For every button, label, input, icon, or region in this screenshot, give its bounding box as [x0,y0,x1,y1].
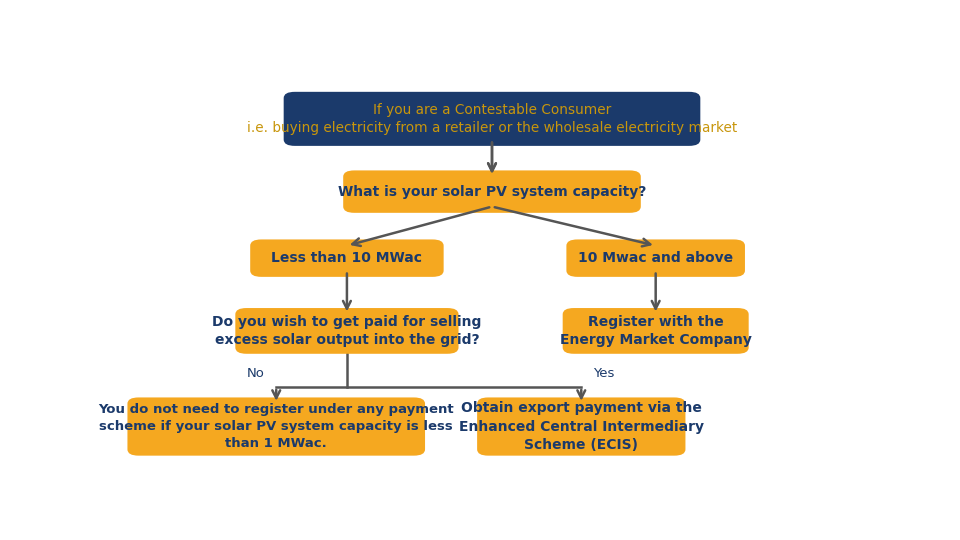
Text: Obtain export payment via the
Enhanced Central Intermediary
Scheme (ECIS): Obtain export payment via the Enhanced C… [459,401,704,452]
Text: 10 Mwac and above: 10 Mwac and above [578,251,733,265]
Text: What is your solar PV system capacity?: What is your solar PV system capacity? [338,185,646,199]
Text: Less than 10 MWac: Less than 10 MWac [272,251,422,265]
FancyBboxPatch shape [251,239,444,277]
FancyBboxPatch shape [563,308,749,354]
FancyBboxPatch shape [477,397,685,456]
Text: Do you wish to get paid for selling
excess solar output into the grid?: Do you wish to get paid for selling exce… [212,315,482,347]
Text: Register with the
Energy Market Company: Register with the Energy Market Company [560,315,752,347]
FancyBboxPatch shape [566,239,745,277]
FancyBboxPatch shape [344,171,641,213]
FancyBboxPatch shape [283,92,701,146]
FancyBboxPatch shape [128,397,425,456]
Text: Yes: Yes [593,367,614,380]
Text: No: No [247,367,264,380]
Text: If you are a Contestable Consumer
i.e. buying electricity from a retailer or the: If you are a Contestable Consumer i.e. b… [247,103,737,135]
Text: You do not need to register under any payment
scheme if your solar PV system cap: You do not need to register under any pa… [99,403,454,450]
FancyBboxPatch shape [235,308,459,354]
